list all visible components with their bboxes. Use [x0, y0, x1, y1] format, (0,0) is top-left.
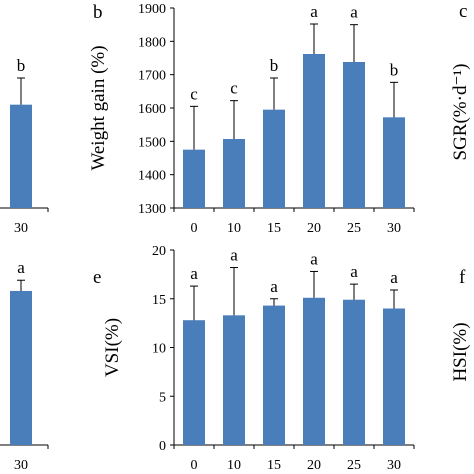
- e-significance-label: a: [390, 268, 398, 287]
- e-significance-label: a: [190, 264, 198, 283]
- c-y-axis-label: SGR(%·d⁻¹): [450, 64, 471, 161]
- b-panel-letter: b: [93, 2, 103, 23]
- e-x-tick-label: 0: [191, 458, 198, 473]
- e-y-axis-label: VSI(%): [102, 318, 123, 377]
- b-bar: [183, 149, 205, 208]
- b-x-tick-label: 10: [227, 221, 241, 236]
- b-significance-label: a: [350, 3, 358, 22]
- e-x-tick-label: 25: [347, 458, 361, 473]
- b-significance-label: c: [190, 84, 198, 103]
- f-y-axis-label: HSI(%): [450, 322, 471, 381]
- d-x-tick-label: 30: [14, 458, 28, 473]
- e-significance-label: a: [230, 246, 238, 265]
- f-panel-letter: f: [459, 267, 466, 288]
- b-bar: [223, 139, 245, 208]
- e-bar: [383, 308, 405, 445]
- a-bar: [10, 104, 32, 208]
- b-x-tick-label: 0: [191, 221, 198, 236]
- e-significance-label: a: [310, 249, 318, 268]
- e-y-tick-label: 10: [152, 342, 166, 357]
- e-y-tick-label: 15: [152, 293, 166, 308]
- b-y-tick-label: 1400: [138, 169, 166, 184]
- e-panel-letter: e: [93, 267, 101, 288]
- b-y-tick-label: 1600: [138, 102, 166, 117]
- b-bar: [263, 109, 285, 208]
- d-bar: [10, 290, 32, 445]
- e-x-tick-label: 20: [307, 458, 321, 473]
- e-bar: [343, 299, 365, 445]
- b-x-tick-label: 20: [307, 221, 321, 236]
- e-x-tick-label: 30: [387, 458, 401, 473]
- b-y-tick-label: 1900: [138, 2, 166, 17]
- e-y-tick-label: 5: [159, 390, 166, 405]
- a-x-tick-label: 30: [14, 221, 28, 236]
- a-significance-label: b: [17, 56, 26, 75]
- e-y-tick-label: 20: [152, 244, 166, 259]
- e-y-tick-label: 0: [159, 439, 166, 454]
- e-x-tick-label: 10: [227, 458, 241, 473]
- b-y-tick-label: 1700: [138, 69, 166, 84]
- b-x-tick-label: 15: [267, 221, 281, 236]
- b-x-tick-label: 25: [347, 221, 361, 236]
- b-bar: [383, 117, 405, 208]
- b-y-axis-label: Weight gain (%): [88, 45, 109, 170]
- b-bar: [343, 62, 365, 208]
- b-bar: [303, 54, 325, 208]
- e-bar: [303, 297, 325, 445]
- e-bar: [183, 320, 205, 445]
- e-bar: [263, 305, 285, 445]
- e-significance-label: a: [350, 262, 358, 281]
- b-significance-label: a: [310, 2, 318, 21]
- d-significance-label: a: [17, 258, 25, 277]
- b-y-tick-label: 1800: [138, 35, 166, 50]
- e-x-tick-label: 15: [267, 458, 281, 473]
- b-significance-label: b: [390, 60, 399, 79]
- e-significance-label: a: [270, 277, 278, 296]
- b-y-tick-label: 1300: [138, 202, 166, 217]
- e-bar: [223, 315, 245, 445]
- b-x-tick-label: 30: [387, 221, 401, 236]
- b-significance-label: b: [270, 56, 279, 75]
- b-significance-label: c: [230, 79, 238, 98]
- c-panel-letter: c: [459, 1, 467, 22]
- b-y-tick-label: 1500: [138, 135, 166, 150]
